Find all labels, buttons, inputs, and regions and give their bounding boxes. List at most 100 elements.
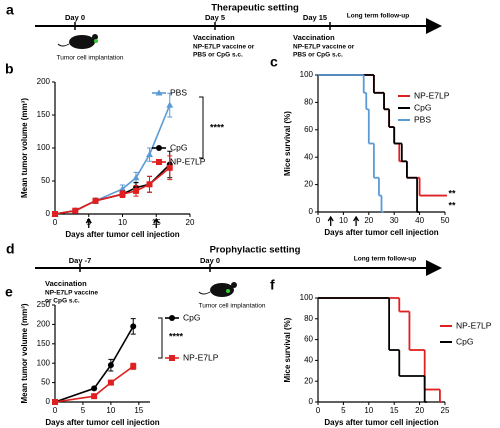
- mouse-icon: [198, 282, 237, 297]
- timeline-day: Day 5: [205, 13, 225, 22]
- x-tick-label: 0: [316, 216, 321, 225]
- timeline-day: Day 0: [65, 13, 85, 22]
- x-tick-label: 10: [339, 216, 348, 225]
- series-line: [54, 104, 171, 215]
- marker: [166, 101, 174, 108]
- legend-label: CpG: [414, 102, 431, 112]
- series-line: [54, 163, 171, 215]
- timeline-note: Tumor cell implantation: [199, 303, 266, 310]
- x-axis-label: Days after tumor cell injection: [45, 418, 159, 427]
- y-tick-label: 20: [304, 180, 313, 189]
- legend-label: PBS: [414, 114, 431, 124]
- marker: [132, 174, 140, 181]
- y-tick-label: 0: [309, 397, 314, 406]
- x-tick-label: 20: [415, 406, 424, 415]
- marker: [52, 399, 58, 405]
- marker: [119, 191, 126, 198]
- marker: [169, 315, 175, 321]
- y-tick-label: 60: [304, 125, 313, 134]
- timeline-note-heading: Vaccination: [193, 33, 235, 42]
- y-tick-label: 50: [41, 378, 50, 387]
- marker: [91, 385, 98, 392]
- y-tick-label: 150: [37, 339, 51, 348]
- x-tick-label: 25: [441, 406, 450, 415]
- x-tick-label: 20: [186, 218, 195, 227]
- marker: [146, 151, 153, 158]
- y-tick-label: 0: [309, 207, 314, 216]
- significance: **: [448, 200, 456, 210]
- timeline-day: Day -7: [69, 256, 92, 265]
- marker: [133, 187, 139, 194]
- panel-letter: e: [5, 284, 13, 300]
- x-axis-label: Days after tumor cell injection: [65, 230, 179, 239]
- timeline-day: Day 15: [303, 13, 327, 22]
- marker: [166, 164, 173, 171]
- y-tick-label: 0: [46, 397, 51, 406]
- legend-label: CpG: [170, 142, 187, 152]
- timeline-end: Long term follow-up: [354, 256, 416, 263]
- marker: [156, 145, 162, 151]
- legend-label: CpG: [183, 312, 200, 322]
- treatment-arrow: [153, 217, 160, 228]
- significance-bracket: [199, 96, 204, 159]
- x-tick-label: 10: [106, 406, 115, 415]
- timeline-note: PBS or CpG s.c.: [193, 52, 243, 59]
- y-tick-label: 0: [46, 209, 51, 218]
- y-tick-label: 200: [37, 77, 51, 86]
- marker: [130, 363, 137, 370]
- y-tick-label: 80: [304, 98, 313, 107]
- timeline-note-heading: Vaccination: [293, 33, 335, 42]
- mouse-icon: [57, 34, 98, 49]
- marker: [146, 181, 153, 188]
- y-tick-label: 80: [304, 314, 313, 323]
- x-tick-label: 0: [53, 218, 58, 227]
- series-line: [54, 365, 134, 403]
- x-tick-label: 0: [316, 406, 321, 415]
- y-tick-label: 250: [37, 300, 51, 309]
- x-tick-label: 50: [441, 216, 450, 225]
- x-tick-label: 30: [390, 216, 399, 225]
- legend-label: NP-E7LP: [414, 90, 450, 100]
- marker: [156, 159, 162, 165]
- marker: [107, 362, 114, 369]
- y-tick-label: 100: [37, 358, 51, 367]
- x-tick-label: 0: [53, 406, 58, 415]
- x-tick-label: 5: [81, 406, 86, 415]
- panel-letter: f: [270, 277, 275, 293]
- treatment-arrow: [327, 215, 334, 226]
- timeline-note: NP-E7LP vaccine: [45, 290, 98, 297]
- panel-letter: d: [6, 241, 15, 257]
- x-axis-label: Days after tumor cell injection: [324, 418, 438, 427]
- timeline-note: PBS or CpG s.c.: [293, 52, 343, 59]
- timeline-note: or CpG s.c.: [45, 298, 80, 305]
- marker: [119, 185, 126, 192]
- series-line: [54, 325, 134, 403]
- significance-bracket: [158, 317, 163, 359]
- y-tick-label: 100: [37, 143, 51, 152]
- y-tick-label: 40: [304, 152, 313, 161]
- marker: [72, 207, 79, 214]
- panel-letter: a: [6, 2, 14, 18]
- y-tick-label: 200: [37, 320, 51, 329]
- treatment-arrow: [85, 217, 92, 228]
- y-tick-label: 150: [37, 110, 51, 119]
- timeline-day: Day 0: [200, 256, 220, 265]
- legend-label: PBS: [170, 87, 187, 97]
- x-tick-label: 15: [390, 406, 399, 415]
- marker: [92, 197, 99, 204]
- legend-label: NP-E7LP: [183, 352, 219, 362]
- y-tick-label: 50: [41, 176, 50, 185]
- timeline-title: Prophylactic setting: [210, 245, 301, 256]
- significance: ****: [210, 122, 225, 132]
- x-tick-label: 10: [118, 218, 127, 227]
- x-tick-label: 20: [364, 216, 373, 225]
- series-line: [54, 167, 171, 215]
- treatment-arrow: [353, 215, 360, 226]
- marker: [107, 379, 114, 386]
- marker: [52, 211, 58, 217]
- timeline-note: NP-E7LP vaccine or: [193, 44, 255, 51]
- y-axis-label: Mice survival (%): [283, 111, 292, 176]
- x-axis-label: Days after tumor cell injection: [324, 228, 438, 237]
- marker: [169, 355, 175, 361]
- x-tick-label: 5: [341, 406, 346, 415]
